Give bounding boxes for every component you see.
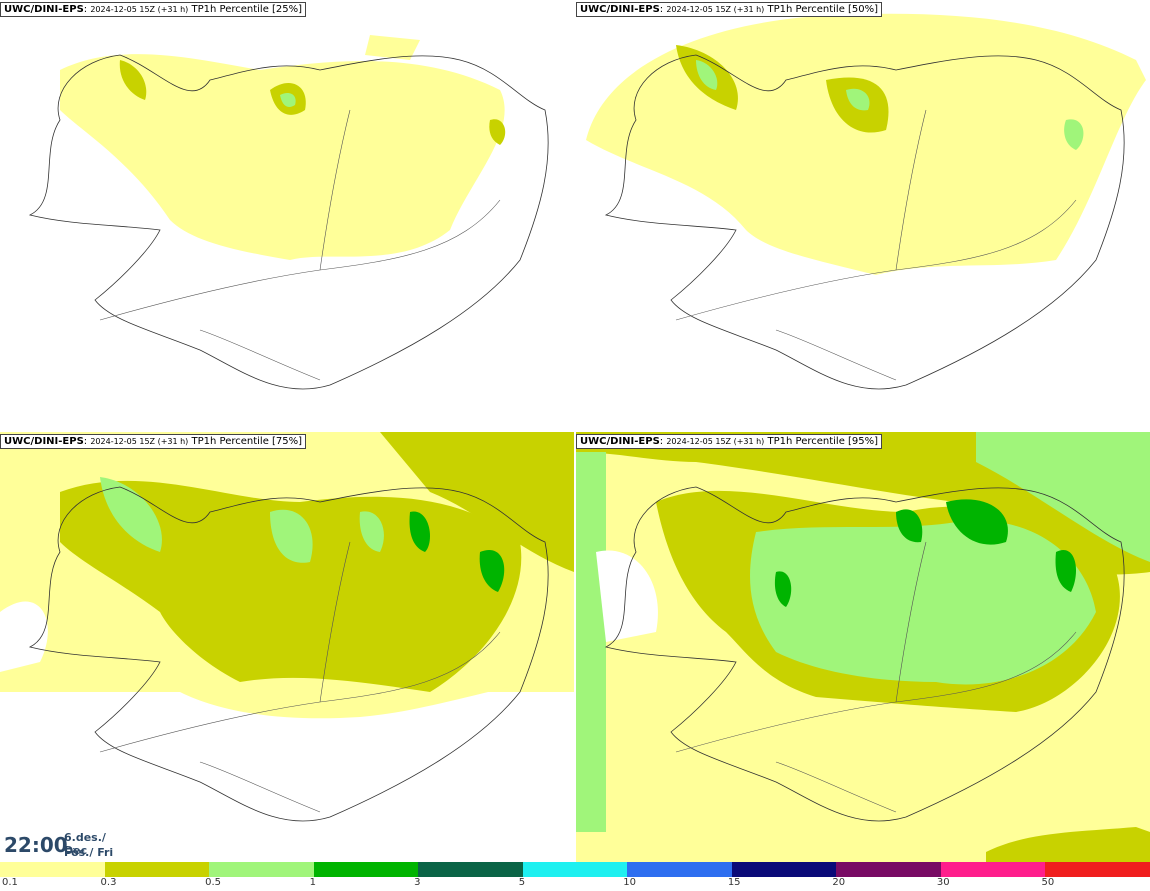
map-panel-p25: UWC/DINI-EPS: 2024-12-05 15Z (+31 h) TP1… xyxy=(0,0,574,430)
colorbar-segment xyxy=(104,862,211,877)
valid-date: 6.des./ Dec xyxy=(64,831,106,857)
map-svg xyxy=(576,432,1150,862)
precip-fill xyxy=(0,432,574,719)
colorbar-label: 10 xyxy=(623,877,636,888)
map-svg xyxy=(586,13,1146,390)
roads xyxy=(99,109,501,381)
colorbar-segment xyxy=(209,862,315,877)
colorbar-segment xyxy=(313,862,420,877)
coastline xyxy=(28,54,549,390)
coastline xyxy=(604,486,1125,822)
colorbar-label: 0.1 xyxy=(2,877,18,888)
map-svg xyxy=(28,35,549,390)
roads xyxy=(99,541,501,813)
valid-time-box: 22:00 6.des./ Dec Fös./ Fri xyxy=(0,829,132,862)
map-svg xyxy=(0,432,574,822)
precip-fill xyxy=(586,13,1146,275)
panel-title: UWC/DINI-EPS: 2024-12-05 15Z (+31 h) TP1… xyxy=(0,434,307,449)
colorbar-segment xyxy=(522,862,629,877)
colorbar-label: 15 xyxy=(727,877,741,888)
colorbar-label: 20 xyxy=(832,877,846,888)
colorbar-segment xyxy=(731,862,838,877)
colorbar xyxy=(0,862,1150,877)
colorbar-segment xyxy=(0,862,106,877)
roads xyxy=(675,541,1077,813)
colorbar-label: 0.3 xyxy=(100,877,117,888)
colorbar-label: 30 xyxy=(936,877,950,888)
colorbar-label: 0.5 xyxy=(205,877,221,888)
valid-day: Fös./ Fri xyxy=(64,846,114,859)
colorbar-label: 3 xyxy=(414,877,421,888)
coastline xyxy=(28,486,549,822)
colorbar-segment xyxy=(627,862,733,877)
colorbar-label: 1 xyxy=(309,877,316,888)
map-panel-p50: UWC/DINI-EPS: 2024-12-05 15Z (+31 h) TP1… xyxy=(576,0,1150,430)
colorbar-segment xyxy=(418,862,524,877)
panel-title: UWC/DINI-EPS: 2024-12-05 15Z (+31 h) TP1… xyxy=(0,2,307,17)
colorbar-segment xyxy=(940,862,1047,877)
panel-title: UWC/DINI-EPS: 2024-12-05 15Z (+31 h) TP1… xyxy=(576,2,883,17)
colorbar-segment xyxy=(1045,862,1150,877)
roads xyxy=(675,109,1077,381)
colorbar-label: 5 xyxy=(518,877,526,888)
precip-fill xyxy=(60,35,506,260)
map-panel-p95: UWC/DINI-EPS: 2024-12-05 15Z (+31 h) TP1… xyxy=(576,432,1150,862)
map-panel-p75: UWC/DINI-EPS: 2024-12-05 15Z (+31 h) TP1… xyxy=(0,432,574,862)
colorbar-segment xyxy=(836,862,942,877)
precip-fill xyxy=(576,432,1150,862)
colorbar-label: 50 xyxy=(1041,877,1055,888)
valid-time: 22:00 xyxy=(4,833,68,857)
coastline xyxy=(604,54,1125,390)
panel-title: UWC/DINI-EPS: 2024-12-05 15Z (+31 h) TP1… xyxy=(576,434,883,449)
